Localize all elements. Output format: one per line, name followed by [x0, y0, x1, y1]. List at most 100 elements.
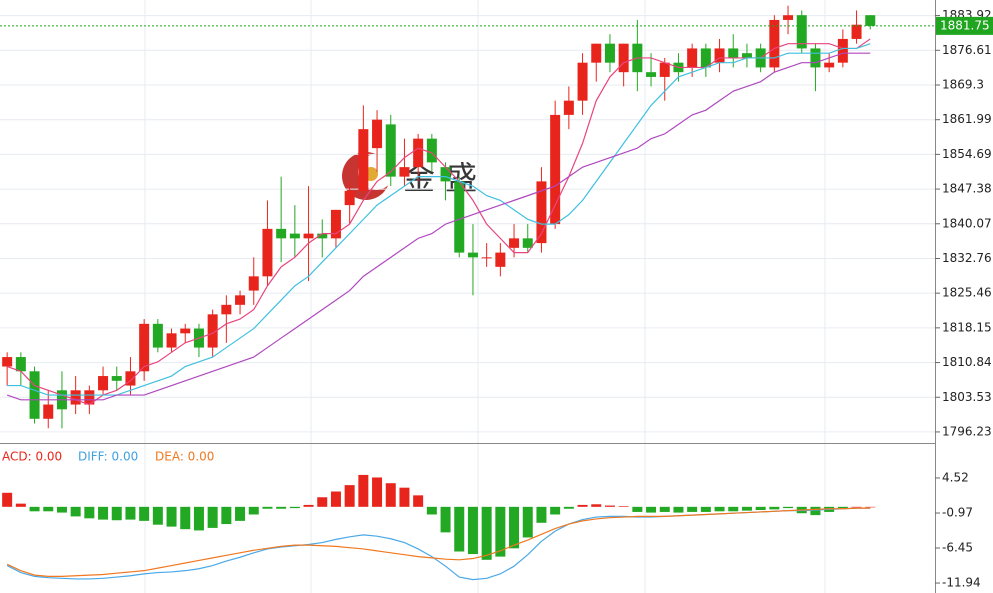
macd-bar: [344, 485, 355, 507]
macd-bar: [714, 506, 725, 512]
macd-bar: [741, 506, 752, 511]
candle-body: [289, 233, 300, 239]
y-tick-label: 1832.76: [942, 251, 992, 265]
macd-bar: [865, 506, 876, 508]
macd-bar: [851, 506, 862, 508]
macd-bar: [687, 506, 698, 512]
current-price-box: [936, 16, 993, 35]
candle-body: [221, 304, 232, 315]
macd-bar: [98, 506, 109, 520]
macd-bar: [481, 506, 492, 560]
candle-body: [618, 43, 629, 73]
macd-bar: [426, 506, 437, 515]
macd-bar: [193, 506, 204, 531]
macd-bar: [509, 506, 520, 549]
macd-bar: [56, 506, 67, 513]
candle-body: [550, 114, 561, 225]
candle-body: [152, 323, 163, 348]
candle-body: [207, 314, 218, 348]
macd-bar: [111, 506, 122, 521]
macd-bar: [289, 506, 300, 509]
candle-body: [358, 129, 369, 191]
y-tick-label: 1818.15: [942, 320, 992, 334]
candle-body: [604, 43, 615, 63]
candle-body: [714, 48, 725, 63]
legend-label: DIFF: 0.00: [78, 450, 138, 464]
candle-body: [741, 53, 752, 58]
macd-bar: [659, 506, 670, 512]
candle-body: [413, 138, 424, 168]
candle-body: [43, 404, 54, 419]
current-price-label: 1881.75: [940, 18, 990, 32]
candle-body: [659, 62, 670, 77]
y-tick-label: 1847.38: [942, 182, 992, 196]
candle-body: [139, 323, 150, 372]
y-tick-label: -11.94: [942, 576, 981, 590]
candle-body: [125, 371, 136, 386]
macd-bar: [646, 506, 657, 513]
macd-bar: [618, 506, 629, 507]
candle-body: [467, 252, 478, 258]
macd-bar: [276, 506, 287, 509]
macd-bar: [728, 506, 739, 512]
ma-line: [6, 52, 871, 401]
macd-bar: [248, 506, 259, 515]
candle-body: [372, 119, 383, 149]
candle-body: [687, 48, 698, 68]
candle-body: [29, 371, 40, 419]
macd-bar: [317, 497, 328, 507]
macd-bar: [700, 506, 711, 512]
candle-body: [248, 276, 259, 291]
macd-bar: [673, 506, 684, 513]
candle-body: [769, 19, 780, 68]
candle-body: [563, 100, 574, 115]
candle-body: [440, 167, 451, 182]
macd-bar: [467, 506, 478, 555]
y-tick-label: -0.97: [942, 506, 973, 520]
macd-bar: [330, 491, 341, 507]
macd-bar: [536, 506, 547, 523]
candle-body: [646, 72, 657, 77]
macd-bar: [755, 506, 766, 511]
candle-body: [865, 15, 876, 26]
candle-body: [522, 238, 533, 248]
macd-bar: [180, 506, 191, 530]
y-tick-label: -6.45: [942, 541, 973, 555]
macd-bar: [454, 506, 465, 552]
macd-bar: [632, 506, 643, 512]
macd-bar: [563, 506, 574, 509]
candle-body: [591, 43, 602, 63]
ma-line: [6, 38, 871, 406]
macd-bar: [29, 506, 40, 512]
legend-label: DEA: 0.00: [155, 450, 214, 464]
macd-bar: [522, 506, 533, 538]
candle-body: [15, 357, 26, 372]
candle-body: [317, 233, 328, 239]
legend-label: ACD: 0.00: [2, 450, 62, 464]
macd-bar: [385, 483, 396, 507]
ma-line: [6, 507, 871, 578]
y-tick-label: 4.52: [942, 470, 969, 484]
candle-body: [851, 24, 862, 39]
y-tick-label: 1840.07: [942, 216, 992, 230]
candle-body: [385, 124, 396, 177]
macd-bar: [550, 506, 561, 515]
y-tick-label: 1810.84: [942, 355, 992, 369]
y-tick-label: 1796.23: [942, 424, 992, 438]
macd-bar: [2, 492, 13, 507]
candle-body: [454, 181, 465, 253]
candle-body: [509, 238, 520, 248]
y-tick-label: 1825.46: [942, 286, 992, 300]
macd-bar: [221, 506, 232, 525]
macd-bar: [783, 506, 794, 509]
candle-body: [700, 48, 711, 68]
candle-body: [783, 15, 794, 20]
macd-bar: [358, 474, 369, 507]
candle-body: [728, 48, 739, 58]
ma-line: [6, 507, 871, 581]
candle-body: [235, 295, 246, 305]
macd-bar: [810, 506, 821, 516]
macd-bar: [70, 506, 81, 517]
macd-bar: [837, 506, 848, 509]
